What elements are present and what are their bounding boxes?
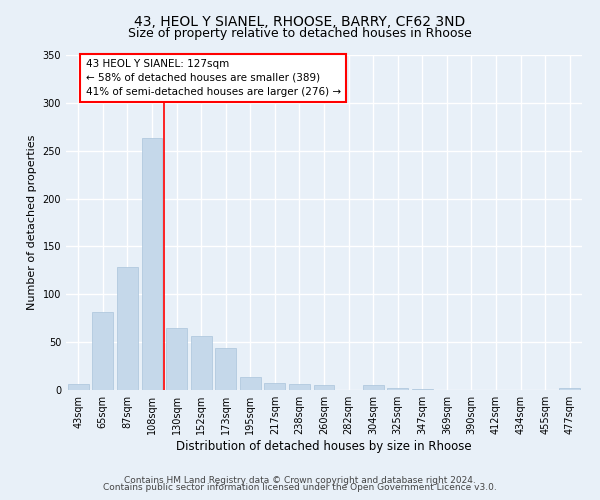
Text: Contains public sector information licensed under the Open Government Licence v3: Contains public sector information licen… bbox=[103, 484, 497, 492]
Bar bbox=[265, 384, 286, 390]
Bar bbox=[68, 384, 89, 390]
X-axis label: Distribution of detached houses by size in Rhoose: Distribution of detached houses by size … bbox=[176, 440, 472, 453]
Bar bbox=[362, 385, 383, 390]
Text: Size of property relative to detached houses in Rhoose: Size of property relative to detached ho… bbox=[128, 28, 472, 40]
Bar bbox=[92, 312, 113, 390]
Bar bbox=[289, 384, 310, 390]
Bar bbox=[559, 388, 580, 390]
Bar bbox=[240, 376, 261, 390]
Y-axis label: Number of detached properties: Number of detached properties bbox=[27, 135, 37, 310]
Bar bbox=[387, 388, 408, 390]
Bar bbox=[314, 385, 334, 390]
Bar bbox=[215, 348, 236, 390]
Text: Contains HM Land Registry data © Crown copyright and database right 2024.: Contains HM Land Registry data © Crown c… bbox=[124, 476, 476, 485]
Bar bbox=[142, 138, 163, 390]
Bar bbox=[166, 328, 187, 390]
Bar bbox=[191, 336, 212, 390]
Bar bbox=[117, 266, 138, 390]
Text: 43, HEOL Y SIANEL, RHOOSE, BARRY, CF62 3ND: 43, HEOL Y SIANEL, RHOOSE, BARRY, CF62 3… bbox=[134, 15, 466, 29]
Text: 43 HEOL Y SIANEL: 127sqm
← 58% of detached houses are smaller (389)
41% of semi-: 43 HEOL Y SIANEL: 127sqm ← 58% of detach… bbox=[86, 59, 341, 97]
Bar bbox=[412, 389, 433, 390]
